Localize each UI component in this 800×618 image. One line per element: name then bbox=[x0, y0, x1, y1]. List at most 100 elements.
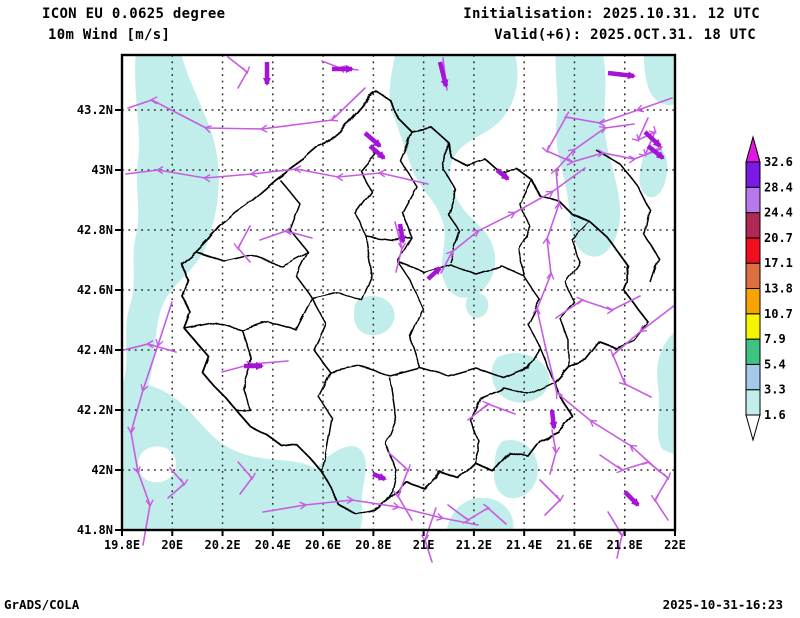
wind-vector bbox=[394, 221, 407, 273]
wind-vectors-layer bbox=[123, 56, 676, 563]
colorbar-arrow-bottom bbox=[745, 414, 761, 442]
strong-wind-mark bbox=[368, 144, 386, 160]
strong-wind-mark bbox=[495, 168, 510, 181]
municipality-boundary bbox=[195, 251, 309, 267]
colorbar-label: 7.9 bbox=[764, 332, 786, 346]
y-tick-label: 43.2N bbox=[77, 103, 113, 117]
strong-wind-mark bbox=[643, 130, 662, 148]
wind-speed-shading-region bbox=[491, 353, 550, 403]
colorbar-label: 5.4 bbox=[764, 357, 786, 371]
municipality-boundary bbox=[365, 235, 413, 241]
x-tick-label: 21.2E bbox=[456, 538, 492, 552]
x-tick-label: 21E bbox=[413, 538, 435, 552]
y-tick-label: 41.8N bbox=[77, 523, 113, 537]
wind-vector bbox=[549, 429, 561, 475]
x-tick-label: 20.8E bbox=[355, 538, 391, 552]
colorbar-arrow-top bbox=[745, 135, 761, 163]
axes-layer: 19.8E 20E 20.2E 20.4E 20.6E 20.8E 21E 21.2E 21.4… bbox=[77, 103, 686, 552]
municipality-boundary bbox=[517, 179, 533, 277]
y-tick-label: 42.4N bbox=[77, 343, 113, 357]
colorbar: 1.6 3.3 5.4 7.9 10.7 13.8 17.1 20.7 24.4 28.4 32.6 bbox=[745, 135, 793, 442]
municipality-boundary bbox=[397, 261, 525, 277]
strong-wind-mark bbox=[363, 131, 382, 148]
wind-speed-shading-region bbox=[354, 296, 395, 336]
wind-vector bbox=[237, 461, 256, 495]
colorbar-label: 32.6 bbox=[764, 155, 793, 169]
municipality-boundary bbox=[311, 235, 373, 301]
field-title: 10m Wind [m/s] bbox=[48, 27, 171, 43]
x-tick-label: 20E bbox=[161, 538, 183, 552]
x-tick-label: 22E bbox=[664, 538, 686, 552]
wind-vector bbox=[387, 451, 413, 521]
colorbar-label: 1.6 bbox=[764, 408, 786, 422]
wind-vector bbox=[631, 117, 663, 157]
wind-vector bbox=[127, 301, 173, 546]
municipality-boundary bbox=[479, 381, 555, 399]
initialisation-time: Initialisation: 2025.10.31. 12 UTC bbox=[463, 6, 760, 22]
wind-vector bbox=[610, 304, 676, 398]
colorbar-label: 13.8 bbox=[764, 282, 793, 296]
wind-vector bbox=[259, 226, 313, 241]
creation-timestamp: 2025-10-31-16:23 bbox=[662, 597, 783, 612]
colorbar-label: 20.7 bbox=[764, 231, 793, 245]
colorbar-segment bbox=[745, 186, 761, 214]
y-tick-label: 43N bbox=[91, 163, 113, 177]
strong-wind-mark bbox=[646, 144, 665, 160]
x-tick-label: 20.2E bbox=[204, 538, 240, 552]
wind-vector bbox=[539, 479, 565, 516]
colorbar-segment bbox=[745, 237, 761, 264]
strong-wind-mark bbox=[397, 223, 406, 244]
valid-time: Valid(+6): 2025.OCT.31. 18 UTC bbox=[494, 27, 756, 43]
municipality-boundary bbox=[397, 261, 423, 369]
municipality-boundary bbox=[311, 297, 333, 473]
wind-vector bbox=[447, 503, 507, 525]
municipality-boundary bbox=[183, 297, 313, 331]
strong-wind-mark bbox=[607, 70, 636, 80]
colorbar-segment bbox=[745, 212, 761, 239]
municipality-boundary bbox=[238, 329, 253, 413]
colorbar-segment bbox=[745, 288, 761, 315]
y-tick-label: 42.6N bbox=[77, 283, 113, 297]
colorbar-label: 17.1 bbox=[764, 256, 793, 270]
municipality-boundary bbox=[279, 179, 313, 299]
wind-speed-shading-region bbox=[465, 293, 489, 318]
wind-vector bbox=[227, 56, 251, 89]
wind-speed-shading-region bbox=[122, 382, 343, 530]
strong-wind-mark bbox=[623, 490, 640, 507]
wind-vector bbox=[127, 87, 366, 134]
strong-wind-mark bbox=[549, 409, 558, 430]
wind-vector bbox=[607, 511, 626, 559]
wind-vector bbox=[544, 344, 661, 473]
y-tick-label: 42N bbox=[91, 463, 113, 477]
wind-vector bbox=[599, 454, 672, 521]
colorbar-segment bbox=[745, 389, 761, 416]
wind-vector bbox=[532, 123, 635, 346]
wind-vector bbox=[262, 495, 479, 526]
colorbar-label: 10.7 bbox=[764, 307, 793, 321]
strong-wind-mark bbox=[372, 471, 387, 482]
colorbar-label: 24.4 bbox=[764, 206, 793, 220]
x-tick-label: 21.4E bbox=[506, 538, 542, 552]
colorbar-segment bbox=[745, 262, 761, 290]
strong-wind-mark bbox=[437, 61, 449, 88]
x-tick-label: 21.8E bbox=[607, 538, 643, 552]
wind-speed-shading-region bbox=[493, 440, 538, 499]
municipality-boundary bbox=[397, 131, 417, 263]
wind-vector bbox=[167, 467, 189, 499]
wind-speed-shading-region bbox=[657, 331, 675, 455]
x-tick-label: 20.6E bbox=[305, 538, 341, 552]
municipality-boundary bbox=[355, 149, 378, 237]
wind-speed-shading-region bbox=[643, 55, 675, 105]
municipality-boundary bbox=[329, 347, 541, 379]
x-tick-label: 20.4E bbox=[255, 538, 291, 552]
wind-vector bbox=[467, 400, 516, 421]
grads-credit: GrADS/COLA bbox=[4, 597, 80, 612]
colorbar-segment bbox=[745, 338, 761, 365]
colorbar-label: 3.3 bbox=[764, 383, 786, 397]
colorbar-segment bbox=[745, 313, 761, 340]
colorbar-segment bbox=[745, 161, 761, 188]
model-title: ICON EU 0.0625 degree bbox=[42, 6, 226, 22]
colorbar-segment bbox=[745, 363, 761, 391]
